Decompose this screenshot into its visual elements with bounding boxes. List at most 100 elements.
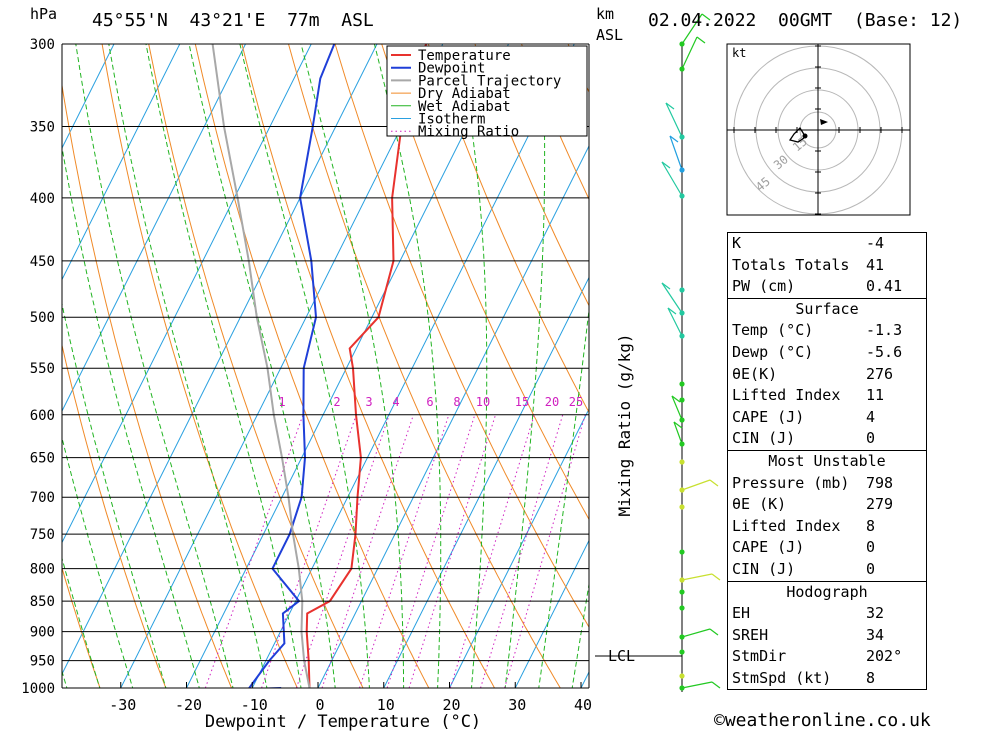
- row-value: 0: [866, 429, 876, 448]
- dry-adiabat: [62, 343, 167, 688]
- wind-level-dot: [679, 649, 685, 655]
- wind-level-dot: [679, 287, 685, 293]
- most-unstable-title: Most Unstable: [768, 451, 886, 470]
- dry-adiabat: [62, 566, 101, 688]
- x-tick-label: -10: [241, 696, 268, 714]
- wind-barb-flag: [711, 573, 721, 581]
- row-value: -5.6: [866, 342, 903, 361]
- y-tick-label: 300: [30, 37, 55, 53]
- wind-barb: [681, 628, 711, 638]
- storm-motion-marker: [820, 119, 828, 125]
- isotherm-line: [317, 144, 589, 688]
- isotherm-line: [62, 44, 181, 281]
- mixing-ratio-label: 20: [545, 395, 559, 409]
- mixing-ratio-label: 2: [333, 395, 340, 409]
- table-row: Totals Totals 41: [728, 255, 926, 277]
- row-label: PW (cm): [732, 277, 796, 296]
- row-value: 0.41: [866, 277, 903, 296]
- wind-barb-flag: [673, 421, 683, 429]
- row-label: StmDir: [732, 647, 787, 666]
- row-label: θE (K): [732, 495, 787, 514]
- row-label: Temp (°C): [732, 321, 814, 340]
- wet-adiabat: [571, 581, 589, 688]
- wind-level-dot: [679, 397, 685, 403]
- wet-adiabat: [0, 44, 42, 714]
- legend-entry: Parcel Trajectory: [418, 73, 561, 89]
- row-label: CIN (J): [732, 559, 796, 578]
- wind-barb-flag: [667, 307, 677, 315]
- dry-adiabat: [474, 44, 589, 307]
- row-label: Lifted Index: [732, 516, 841, 535]
- wind-barb: [681, 681, 713, 689]
- wet-adiabat: [188, 44, 336, 688]
- y-tick-label: 350: [30, 119, 55, 135]
- wet-adiabat: [62, 301, 167, 688]
- row-label: CAPE (J): [732, 407, 805, 426]
- temperature-line: [305, 44, 428, 688]
- wet-adiabat: [373, 44, 442, 688]
- y-tick-label: 850: [30, 594, 55, 610]
- wind-barb: [681, 36, 698, 70]
- km-label: km: [596, 5, 615, 23]
- wind-level-dot: [679, 459, 685, 465]
- row-value: 34: [866, 625, 885, 644]
- y-tick-label: 450: [30, 254, 55, 270]
- dry-adiabat: [62, 82, 233, 688]
- mixing-ratio-label: 6: [426, 395, 433, 409]
- dry-adiabat: [520, 44, 589, 201]
- row-label: StmSpd (kt): [732, 668, 832, 687]
- wind-level-dot: [679, 589, 685, 595]
- wind-barb-flag: [661, 161, 671, 169]
- hodograph-point: [802, 133, 808, 139]
- isotherm-line: [62, 44, 312, 544]
- x-tick-label: 30: [508, 696, 526, 714]
- copyright[interactable]: ©weatheronline.co.uk: [714, 710, 931, 731]
- table-row: Dewp (°C) -5.6: [728, 342, 926, 364]
- isotherm-line: [514, 539, 589, 688]
- table-row: Pressure (mb) 798: [728, 473, 926, 495]
- wind-barb-flag: [665, 102, 675, 110]
- wind-barb: [681, 13, 703, 45]
- isotherm-line: [449, 407, 589, 688]
- row-value: 279: [866, 495, 894, 514]
- wind-level-dot: [679, 504, 685, 510]
- row-label: Totals Totals: [732, 255, 850, 274]
- row-label: CIN (J): [732, 429, 796, 448]
- dry-adiabat: [427, 44, 589, 414]
- wind-level-dot: [679, 673, 685, 679]
- hodograph-unit: kt: [732, 46, 746, 60]
- mixing-ratio-label: 3: [365, 395, 372, 409]
- table-row: Lifted Index 8: [728, 516, 926, 538]
- wet-adiabat: [538, 306, 589, 688]
- legend-entry: Isotherm: [418, 112, 485, 128]
- datetime-title: 02.04.2022 00GMT (Base: 12): [648, 10, 963, 31]
- y-tick-label: 750: [30, 527, 55, 543]
- legend-box: [386, 45, 588, 137]
- row-label: Lifted Index: [732, 386, 841, 405]
- x-tick-label: -20: [175, 696, 202, 714]
- surface-title: Surface: [795, 299, 859, 318]
- wet-adiabat: [239, 44, 370, 688]
- y-tick-label: 550: [30, 361, 55, 377]
- wind-barb-flag: [709, 479, 719, 487]
- hodograph-stats-box: Hodograph EH 32 SREH 34 StmDir 202° StmSpd (kt…: [727, 580, 927, 691]
- asl-label: ASL: [596, 26, 624, 44]
- row-value: 8: [866, 668, 876, 687]
- mixing-ratio-line: [204, 414, 304, 688]
- wind-barb-flag: [669, 135, 679, 143]
- table-row: K -4: [728, 233, 926, 255]
- row-value: 798: [866, 473, 894, 492]
- wind-level-dot: [679, 605, 685, 611]
- dry-adiabat: [927, 0, 1000, 714]
- x-axis-label: Dewpoint / Temperature (°C): [205, 712, 481, 732]
- mixing-ratio-line: [359, 414, 450, 688]
- hodograph-trace: [788, 126, 806, 143]
- mixing-ratio-line: [480, 414, 564, 688]
- isotherm-line: [186, 44, 509, 688]
- y-tick-label: 1000: [21, 681, 55, 697]
- y-tick-label: 650: [30, 451, 55, 467]
- table-row: EH 32: [728, 603, 926, 625]
- wind-barb: [665, 102, 683, 138]
- row-label: K: [732, 234, 742, 252]
- row-label: EH: [732, 604, 751, 623]
